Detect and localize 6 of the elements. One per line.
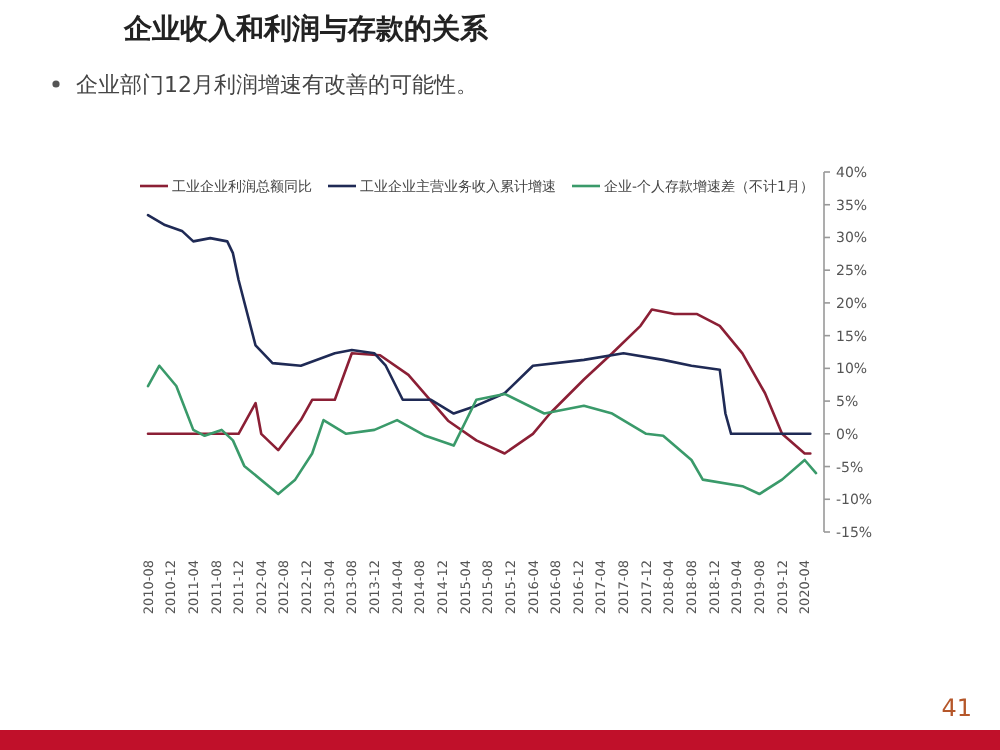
chart-subtitle: 企业部门12月利润增速有改善的可能性。 <box>76 72 478 98</box>
line-series <box>146 213 812 436</box>
line-series <box>146 364 818 496</box>
chart-title: 企业收入和利润与存款的关系 <box>122 12 490 46</box>
text: 41 <box>941 694 972 722</box>
line-series <box>146 308 812 455</box>
